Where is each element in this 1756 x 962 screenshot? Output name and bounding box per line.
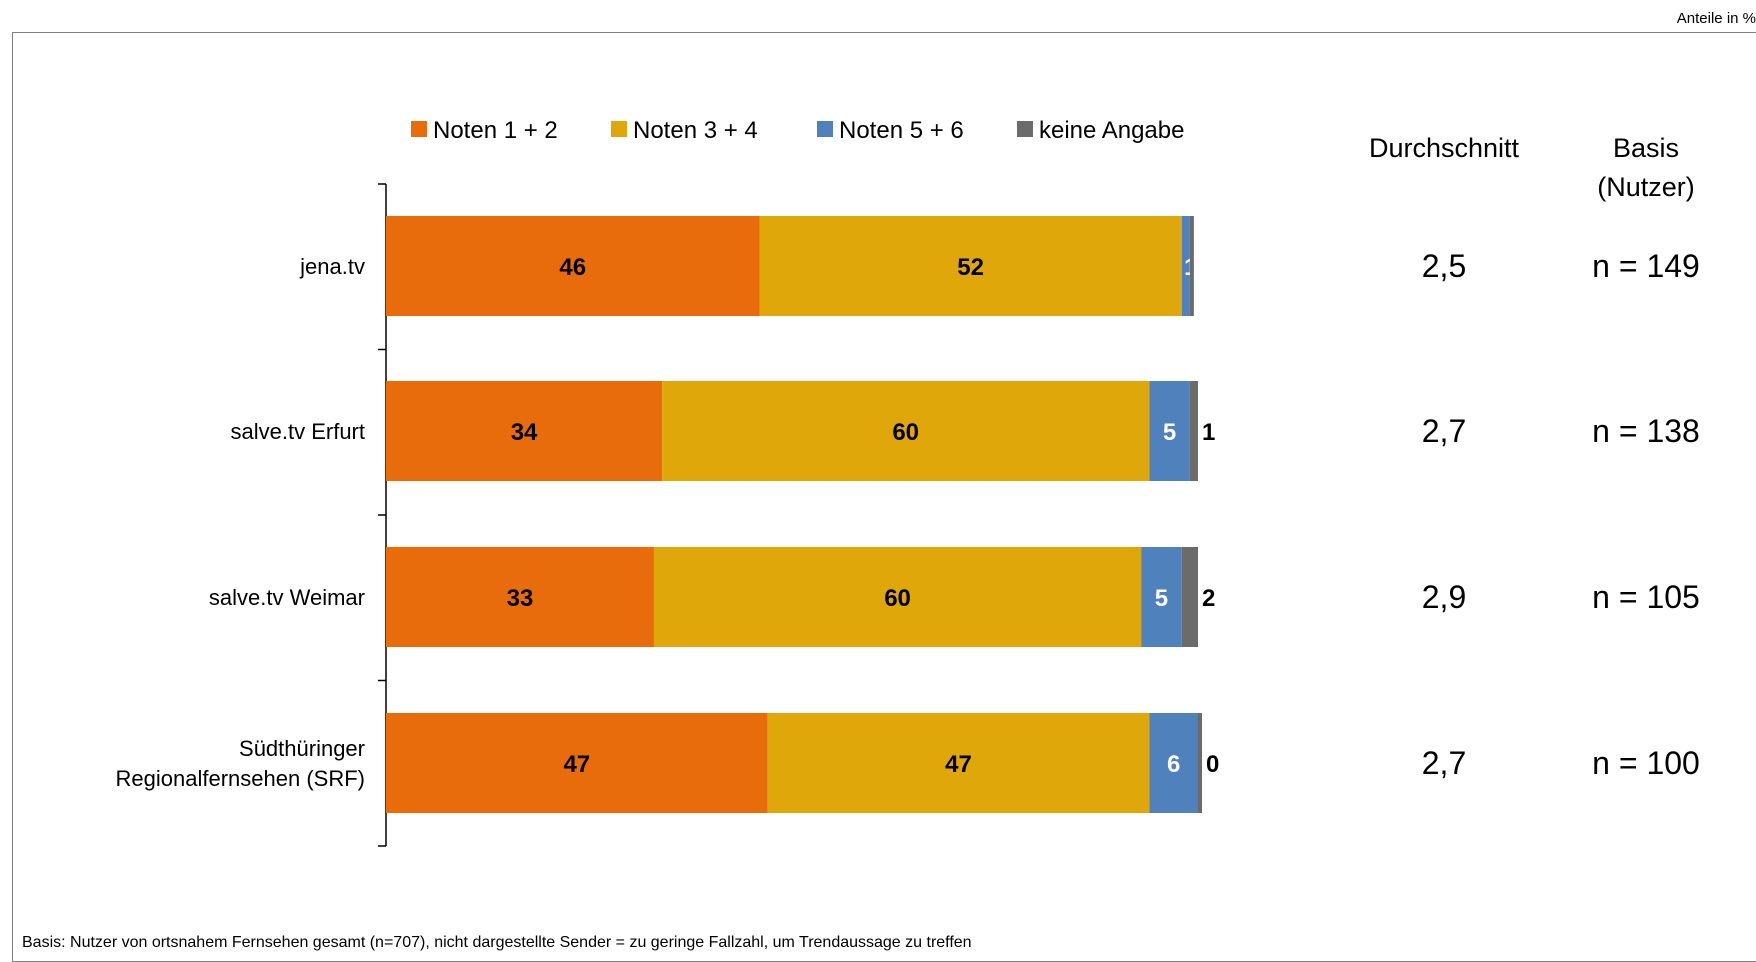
average-value: 2,7 (1422, 413, 1466, 449)
bar-segment (1189, 381, 1198, 481)
legend-entry: Noten 3 + 4 (633, 117, 758, 144)
bars: jena.tv46521salve.tv Erfurt346051salve.t… (116, 216, 1219, 813)
basis-header-line1: Basis (1613, 133, 1679, 163)
bar-segment (1149, 381, 1190, 481)
average-value: 2,5 (1422, 248, 1466, 284)
basis-value: n = 105 (1592, 579, 1700, 615)
basis-header-line2: (Nutzer) (1597, 172, 1695, 202)
legend: Noten 1 + 2 Noten 3 + 4 Noten 5 + 6 keine A… (411, 117, 1184, 144)
bar-segment (1189, 216, 1194, 316)
units-label: Anteile in % (1676, 10, 1756, 27)
legend-swatch (1017, 121, 1033, 137)
bar-segment (1141, 547, 1182, 647)
bar-segment (653, 547, 1142, 647)
category-label: Südthüringer Regionalfernsehen (SRF) (116, 736, 365, 791)
footnote: Basis: Nutzer von ortsnahem Fernsehen ge… (22, 934, 972, 951)
data-label: 46 (559, 254, 586, 281)
bar-segment (386, 216, 760, 316)
average-value: 2,7 (1422, 745, 1466, 781)
bar-segment (662, 381, 1150, 481)
stats-columns: Durchschnitt Basis (Nutzer) 2,5 n = 149 2,… (1369, 133, 1700, 781)
bar-segment (1181, 216, 1190, 316)
data-label: 6 (1167, 751, 1180, 778)
bar-segment (1181, 547, 1198, 647)
legend-entry: Noten 5 + 6 (839, 117, 964, 144)
legend-entry: keine Angabe (1039, 117, 1184, 144)
basis-value: n = 149 (1592, 248, 1700, 284)
data-label: 47 (945, 751, 972, 778)
data-label: 34 (511, 419, 538, 446)
average-value: 2,9 (1422, 579, 1466, 615)
data-label: 5 (1155, 585, 1168, 612)
category-label: salve.tv Erfurt (231, 419, 365, 444)
category-label: salve.tv Weimar (209, 585, 365, 610)
category-axis (378, 183, 387, 847)
bar-segment (759, 216, 1182, 316)
data-label: 0 (1206, 751, 1219, 778)
basis-value: n = 138 (1592, 413, 1700, 449)
data-label: 60 (892, 419, 919, 446)
legend-swatch (817, 121, 833, 137)
data-label: 2 (1202, 585, 1215, 612)
legend-swatch (411, 121, 427, 137)
legend-swatch (611, 121, 627, 137)
data-label: 60 (884, 585, 911, 612)
data-label: 52 (957, 254, 984, 281)
bar-segment (1149, 713, 1198, 813)
bar-segment (386, 381, 663, 481)
legend-entry: Noten 1 + 2 (433, 117, 558, 144)
data-label: 47 (563, 751, 590, 778)
average-header: Durchschnitt (1369, 133, 1520, 163)
category-label: jena.tv (299, 254, 365, 279)
bar-segment (1198, 713, 1202, 813)
bar-segment (386, 547, 654, 647)
data-label: 33 (507, 585, 534, 612)
data-label: 1 (1202, 419, 1215, 446)
bar-segment (767, 713, 1150, 813)
basis-value: n = 100 (1592, 745, 1700, 781)
bar-segment (386, 713, 768, 813)
data-label: 5 (1163, 419, 1176, 446)
